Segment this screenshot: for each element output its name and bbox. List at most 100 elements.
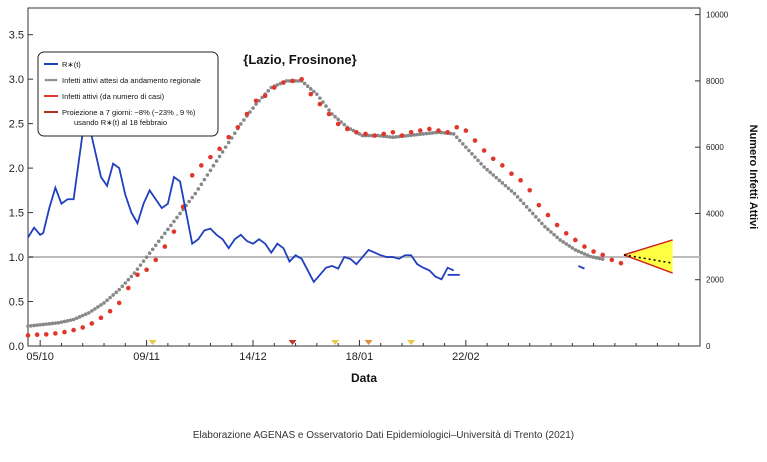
legend-label: usando R∗(t) al 18 febbraio: [74, 118, 167, 127]
expected-point: [153, 243, 158, 248]
observed-point: [126, 285, 131, 291]
expected-point: [208, 168, 213, 173]
expected-point: [597, 256, 602, 261]
expected-point: [53, 321, 58, 325]
expected-point: [41, 322, 46, 327]
expected-point: [163, 231, 167, 236]
observed-point: [116, 300, 122, 306]
expected-point: [159, 235, 164, 240]
expected-point: [418, 132, 423, 137]
expected-point: [114, 290, 118, 295]
expected-point: [126, 277, 131, 282]
expected-point: [47, 321, 52, 326]
expected-point: [454, 135, 459, 140]
expected-point: [29, 323, 33, 328]
expected-point: [80, 313, 85, 318]
expected-point: [108, 295, 112, 300]
expected-point: [500, 181, 505, 185]
projection-lower: [623, 254, 673, 274]
expected-point: [476, 158, 480, 163]
event-marker: [407, 340, 416, 345]
legend-label: R∗(t): [62, 60, 81, 69]
observed-point: [563, 231, 569, 236]
expected-point: [150, 247, 155, 252]
observed-point: [217, 146, 222, 152]
x-tick-label: 22/02: [452, 351, 480, 363]
expected-point: [576, 249, 581, 254]
legend-label: Infetti attivi (da numero di casi): [62, 92, 165, 101]
expected-point: [93, 307, 97, 311]
observed-point: [235, 124, 241, 130]
expected-point: [96, 305, 100, 309]
expected-point: [509, 189, 514, 193]
expected-point: [494, 175, 499, 180]
observed-point: [500, 163, 505, 168]
expected-point: [166, 227, 170, 232]
expected-point: [333, 114, 337, 119]
legend-box: [37, 51, 219, 137]
observed-point: [89, 321, 95, 326]
legend-label: Proiezione a 7 giorni: −8% (−23% , 9 %): [62, 108, 196, 117]
observed-point: [317, 101, 323, 107]
expected-point: [293, 79, 298, 83]
expected-point: [515, 195, 520, 199]
observed-point: [189, 173, 195, 178]
expected-point: [391, 135, 395, 140]
expected-point: [558, 238, 562, 242]
expected-point: [427, 131, 432, 136]
y-left-tick-label: 2.0: [9, 163, 24, 175]
x-tick-label: 09/11: [133, 351, 160, 363]
y-left-tick-label: 0.0: [9, 341, 24, 353]
expected-point: [473, 155, 477, 159]
observed-point: [326, 111, 332, 117]
expected-point: [50, 321, 55, 326]
y-left-tick-label: 1.0: [9, 252, 24, 264]
observed-point: [308, 91, 314, 97]
observed-point: [372, 133, 377, 138]
observed-point: [290, 78, 295, 84]
expected-point: [193, 191, 198, 196]
observed-point: [527, 187, 533, 193]
expected-point: [71, 317, 76, 322]
expected-point: [214, 159, 219, 163]
observed-point: [335, 121, 341, 127]
event-marker: [331, 340, 340, 345]
expected-point: [56, 321, 61, 325]
expected-point: [248, 110, 252, 114]
expected-point: [266, 89, 271, 93]
expected-point: [223, 145, 228, 149]
expected-point: [87, 311, 91, 315]
expected-point: [421, 132, 426, 136]
observed-point: [436, 128, 441, 133]
y-left-tick-label: 2.5: [9, 119, 24, 131]
expected-point: [205, 173, 210, 177]
expected-point: [257, 98, 261, 103]
projection-band: [623, 239, 673, 274]
expected-point: [324, 104, 328, 108]
expected-point: [305, 84, 310, 89]
expected-point: [555, 235, 559, 240]
expected-point: [318, 96, 322, 100]
expected-point: [220, 150, 225, 154]
legend-swatch: [44, 78, 48, 82]
expected-point: [488, 170, 492, 175]
observed-point: [25, 333, 31, 338]
expected-point: [530, 211, 535, 216]
observed-point: [509, 171, 514, 176]
expected-point: [269, 85, 274, 90]
y-right-axis-label: Numero Infetti Attivi: [747, 125, 759, 230]
expected-point: [287, 79, 292, 83]
observed-point: [62, 329, 67, 335]
legend-swatch: [52, 78, 55, 82]
observed-point: [481, 148, 487, 153]
expected-point: [138, 263, 143, 267]
credit-text: Elaborazione AGENAS e Osservatorio Dati …: [192, 430, 575, 441]
expected-point: [178, 211, 182, 216]
expected-point: [232, 131, 237, 136]
expected-point: [543, 224, 547, 229]
observed-point: [162, 244, 168, 249]
expected-point: [202, 177, 207, 182]
observed-point: [463, 128, 469, 133]
observed-point: [573, 237, 578, 243]
expected-point: [190, 195, 194, 200]
